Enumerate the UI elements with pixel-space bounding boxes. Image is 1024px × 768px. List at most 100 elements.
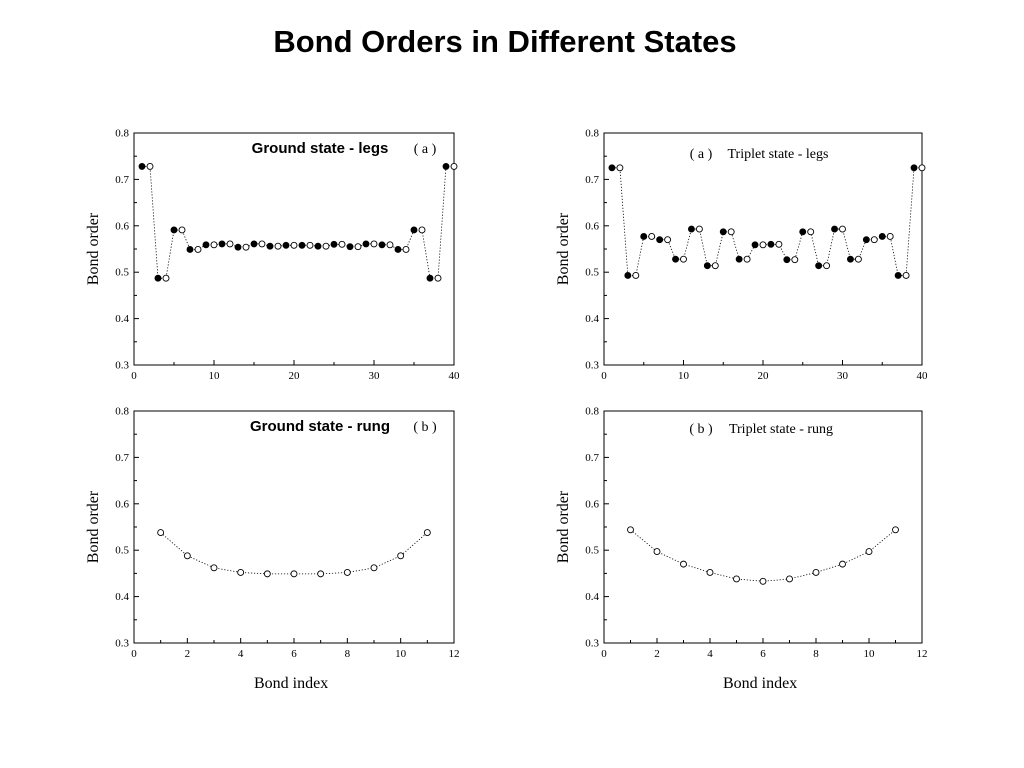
data-point-open	[786, 575, 793, 583]
bottom-right-x-axis-label: Bond index	[723, 675, 798, 692]
data-point-open	[775, 240, 783, 248]
data-point-filled	[719, 228, 727, 236]
data-point-open	[664, 236, 672, 244]
y-tick-label: 0.4	[115, 313, 129, 325]
data-point-filled	[234, 243, 242, 251]
data-point-open	[194, 246, 202, 253]
data-point-filled	[426, 274, 434, 282]
data-point-filled	[298, 241, 306, 249]
data-point-open	[807, 228, 815, 236]
data-point-open	[263, 570, 271, 578]
plot-frame	[133, 410, 455, 644]
data-point-open	[338, 240, 346, 248]
data-point-open	[237, 569, 245, 576]
dotted-connector-line	[142, 166, 454, 279]
chart-top-left: 0.3 0.4 0.5 0.6 0.7 0.8 0 10 20 30 40 Bond order Gro…	[85, 128, 460, 383]
data-point-open	[370, 240, 378, 248]
data-point-open	[616, 164, 624, 172]
data-point-filled	[314, 242, 322, 250]
y-tick-label: 0.5	[585, 267, 599, 279]
data-point-open	[290, 570, 298, 578]
data-point-filled	[138, 162, 146, 170]
plot-frame	[603, 410, 923, 644]
data-point-open	[854, 255, 862, 263]
dotted-connector-line	[611, 167, 922, 276]
data-point-open	[791, 256, 799, 264]
x-tick-label: 2	[654, 648, 660, 660]
data-point-filled	[170, 226, 178, 234]
y-tick-label: 0.8	[585, 406, 599, 418]
data-point-open	[695, 225, 703, 233]
data-point-open	[183, 552, 191, 560]
x-tick-label: 8	[345, 648, 351, 660]
data-point-filled	[378, 241, 386, 249]
panel-tag: ( b )	[689, 422, 713, 437]
data-point-filled	[624, 271, 632, 279]
data-point-open	[727, 228, 735, 236]
data-point-filled	[672, 255, 679, 263]
data-point-open	[918, 164, 926, 172]
y-tick-label: 0.5	[115, 545, 129, 557]
y-tick-label: 0.4	[585, 591, 599, 603]
data-point-filled	[442, 162, 450, 170]
data-point-filled	[640, 233, 648, 240]
x-tick-label: 10	[209, 370, 221, 382]
x-tick-label: 30	[369, 370, 381, 382]
y-tick-label: 0.7	[115, 174, 129, 186]
y-tick-label: 0.6	[585, 220, 599, 232]
y-tick-label: 0.5	[115, 267, 129, 279]
y-axis-label: Bond order	[85, 212, 102, 285]
x-tick-label: 10	[395, 648, 407, 660]
data-point-filled	[656, 236, 664, 244]
data-point-open	[242, 243, 250, 251]
data-point-open	[386, 241, 394, 249]
data-point-filled	[894, 271, 902, 279]
data-point-filled	[346, 243, 354, 251]
data-point-open	[886, 233, 894, 240]
x-tick-label: 4	[707, 648, 713, 660]
data-point-filled	[330, 240, 338, 248]
y-tick-label: 0.3	[585, 360, 599, 372]
data-point-open	[743, 255, 751, 263]
data-point-open	[370, 564, 378, 572]
data-point-open	[680, 255, 687, 263]
data-point-open	[290, 241, 298, 249]
data-point-open	[892, 526, 899, 534]
y-tick-label: 0.6	[115, 498, 129, 510]
panel-title: Triplet state - rung	[729, 422, 833, 437]
data-point-filled	[282, 241, 290, 249]
data-point-open	[653, 548, 661, 556]
data-point-filled	[735, 255, 743, 263]
data-point-open	[157, 529, 165, 537]
data-point-filled	[831, 225, 838, 233]
panel-title: Ground state - rung	[250, 418, 390, 435]
data-point-open	[274, 242, 282, 250]
dotted-connector-line	[630, 529, 896, 582]
data-point-filled	[250, 240, 258, 248]
data-point-open	[258, 240, 266, 248]
data-point-open	[226, 240, 234, 248]
x-tick-label: 8	[813, 648, 819, 660]
data-point-open	[902, 271, 910, 279]
y-tick-label: 0.3	[585, 638, 599, 650]
data-point-open	[823, 262, 831, 270]
chart-top-right: 0.3 0.4 0.5 0.6 0.7 0.8 0 10 20 30 40 Bond order Tri…	[555, 128, 928, 383]
x-tick-label: 6	[291, 648, 297, 660]
y-tick-label: 0.7	[585, 174, 599, 186]
panel-tag: ( a )	[690, 147, 713, 162]
data-point-open	[865, 548, 873, 556]
data-point-filled	[847, 255, 854, 263]
data-point-open	[870, 236, 878, 244]
data-point-open	[317, 570, 325, 578]
x-tick-label: 0	[131, 648, 137, 660]
x-tick-label: 20	[758, 370, 770, 382]
data-point-open	[402, 246, 410, 253]
y-tick-label: 0.4	[585, 313, 599, 325]
x-tick-label: 0	[601, 648, 607, 660]
data-point-open	[711, 262, 719, 270]
y-tick-label: 0.7	[585, 452, 599, 464]
x-tick-label: 12	[917, 648, 928, 660]
x-tick-label: 30	[837, 370, 849, 382]
data-point-filled	[266, 242, 274, 250]
data-point-open	[418, 226, 426, 234]
